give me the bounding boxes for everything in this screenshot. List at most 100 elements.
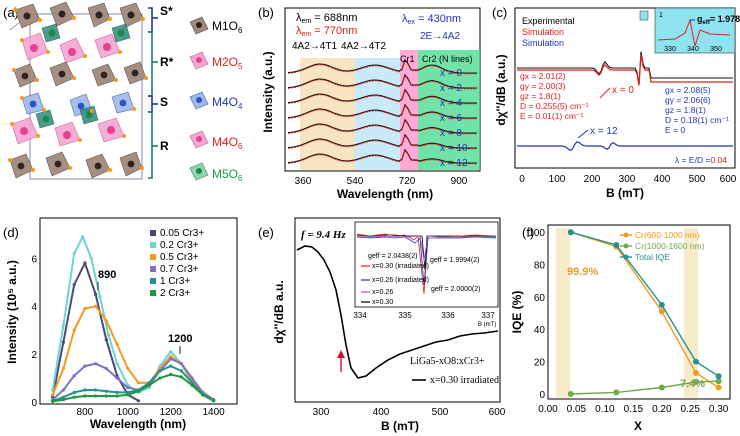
inset-tick: 330 <box>664 46 676 53</box>
lambda-ex-symbol: λ <box>402 13 408 25</box>
inset-legend: x=0.30 (irradiated) x=0.26 (irradiated) … <box>361 263 429 306</box>
inset-legend-item: x=0.26 <box>372 289 393 296</box>
spectrum-trace <box>287 58 477 74</box>
panel-f: (f) 99.9% 7.4% Cr(600-1000 nm)Cr(1000-16… <box>510 224 731 433</box>
c-xtick: 600 <box>720 174 737 185</box>
param: gx = 2.01(2) <box>520 71 566 81</box>
legend-label: Total IQE <box>635 252 670 262</box>
data-point <box>72 395 76 399</box>
f-ytick: 80 <box>534 260 546 271</box>
inset-ticks: 334 335 336 337 <box>353 311 495 320</box>
lambda-em-2-unit: nm <box>342 25 357 37</box>
lambda-ex-unit: nm <box>446 13 461 25</box>
data-point <box>158 376 162 380</box>
conc-label: x = 6 <box>440 113 462 124</box>
param: gz = 1.8(1) <box>665 105 706 115</box>
data-point <box>179 362 183 366</box>
s-bracket <box>148 95 158 113</box>
panel-b-label: (b) <box>258 5 274 20</box>
panel-d: (d) 890 1200 0.05 Cr3+0.2 Cr3+0.5 Cr3+0.… <box>3 217 238 431</box>
panel-c-xticks: 0 100 200 300 400 500 600 <box>519 174 737 185</box>
data-point <box>61 323 65 327</box>
inset-g: g <box>697 14 703 24</box>
inset-g-value: geff = 2.0000(2) <box>431 286 481 293</box>
panel-b-ylabel: Intensity (a.u.) <box>261 51 275 132</box>
conc-label: x = 0 <box>440 68 462 79</box>
data-point <box>83 394 87 398</box>
legend-swatch <box>150 242 156 248</box>
conc-label: x = 10 <box>440 143 468 154</box>
param: D = 0.255(5) cm⁻¹ <box>520 101 589 111</box>
data-point <box>51 399 55 404</box>
lambda-em-1-symbol: λ <box>296 12 302 24</box>
panel-c-ylabel: dχ''/dB (a.u.) <box>494 54 508 125</box>
data-point <box>715 373 722 380</box>
b-xtick: 900 <box>451 176 468 187</box>
legend-label: 0.05 Cr3+ <box>160 228 204 239</box>
svg-text:M4O4: M4O4 <box>212 95 243 111</box>
spectrum-trace <box>287 148 477 164</box>
data-point <box>115 342 119 347</box>
crystal-structure-drawing <box>8 1 148 180</box>
svg-text:M1O6: M1O6 <box>212 19 243 35</box>
peak-label-1200: 1200 <box>168 333 192 345</box>
data-point <box>147 386 151 390</box>
peak-label-890: 890 <box>98 269 116 281</box>
data-point <box>61 388 65 392</box>
data-point <box>715 378 722 385</box>
svg-text:M5O6: M5O6 <box>212 167 243 183</box>
data-point <box>72 328 76 332</box>
c-xtick: 200 <box>584 174 601 185</box>
r-star-bracket <box>148 31 158 97</box>
e-xtick: 500 <box>432 407 449 418</box>
data-point <box>104 389 108 393</box>
panel-f-label: (f) <box>522 225 534 240</box>
b-xtick: 540 <box>347 176 364 187</box>
lambda-ex-sub: ex <box>408 19 416 26</box>
data-point <box>692 358 699 365</box>
d-ytick: 4 <box>31 302 37 313</box>
d-ytick: 6 <box>31 254 37 265</box>
pct-high-label: 99.9% <box>567 266 598 278</box>
epr-simulation-red-trace <box>517 54 733 86</box>
legend-swatch-dot <box>623 232 629 238</box>
f-ytick: 60 <box>534 293 546 304</box>
legend-label: Cr(1000-1600 nm) <box>635 241 705 251</box>
f-ytick: 0 <box>539 390 545 401</box>
legend-sub: 6 <box>238 26 243 35</box>
data-point <box>190 383 194 387</box>
transition-2e: 2E→4A2 <box>420 31 460 42</box>
legend-label: 0.5 Cr3+ <box>160 252 199 263</box>
param: E = 0.01(1) cm⁻¹ <box>520 111 583 121</box>
data-point <box>104 366 108 371</box>
inset-g-value: geff = 1.9994(2) <box>430 257 480 264</box>
blue-params: gx = 2.08(5) gy = 2.06(6) gz = 1.8(1) D … <box>665 85 729 135</box>
inset-g-values: geff = 2.0438(2) geff = 1.9994(2) geff =… <box>368 253 481 293</box>
data-point <box>51 393 55 397</box>
legend-sub: 5 <box>238 62 243 71</box>
layer-tag: S <box>160 95 168 109</box>
panel-e: (e) f = 9.4 Hz x=0.30 (irradiated) x=0.2… <box>258 217 506 433</box>
transition-4t1: 4A2→4T1 <box>292 41 337 52</box>
spectrum-trace <box>287 133 477 149</box>
series-line <box>52 365 215 402</box>
transition-4t2: 4A2→4T2 <box>341 41 386 52</box>
legend-swatch-dot <box>623 254 629 260</box>
c-xtick: 300 <box>619 174 636 185</box>
legend-simulation-blue: Simulation <box>522 38 564 48</box>
freq-text: f = 9.4 Hz <box>301 229 346 241</box>
inset-g-sub: eff <box>703 20 711 26</box>
legend-swatch <box>150 278 156 284</box>
data-point <box>136 399 141 403</box>
data-point <box>190 376 194 380</box>
lambda-em-2-symbol: λ <box>296 25 302 37</box>
c-xtick: 100 <box>549 174 566 185</box>
panel-d-legend: 0.05 Cr3+0.2 Cr3+0.5 Cr3+0.7 Cr3+1 Cr3+2… <box>150 228 204 299</box>
inset-trace-purple <box>356 235 496 261</box>
panel-e-xlabel: B (mT) <box>381 419 419 433</box>
series-line <box>52 357 215 401</box>
spectrum-trace <box>287 118 477 134</box>
b-xtick: 720 <box>399 176 416 187</box>
svg-text:geff= 1.978: geff= 1.978 <box>697 14 740 26</box>
panel-b-xlabel: Wavelength (nm) <box>337 187 433 201</box>
